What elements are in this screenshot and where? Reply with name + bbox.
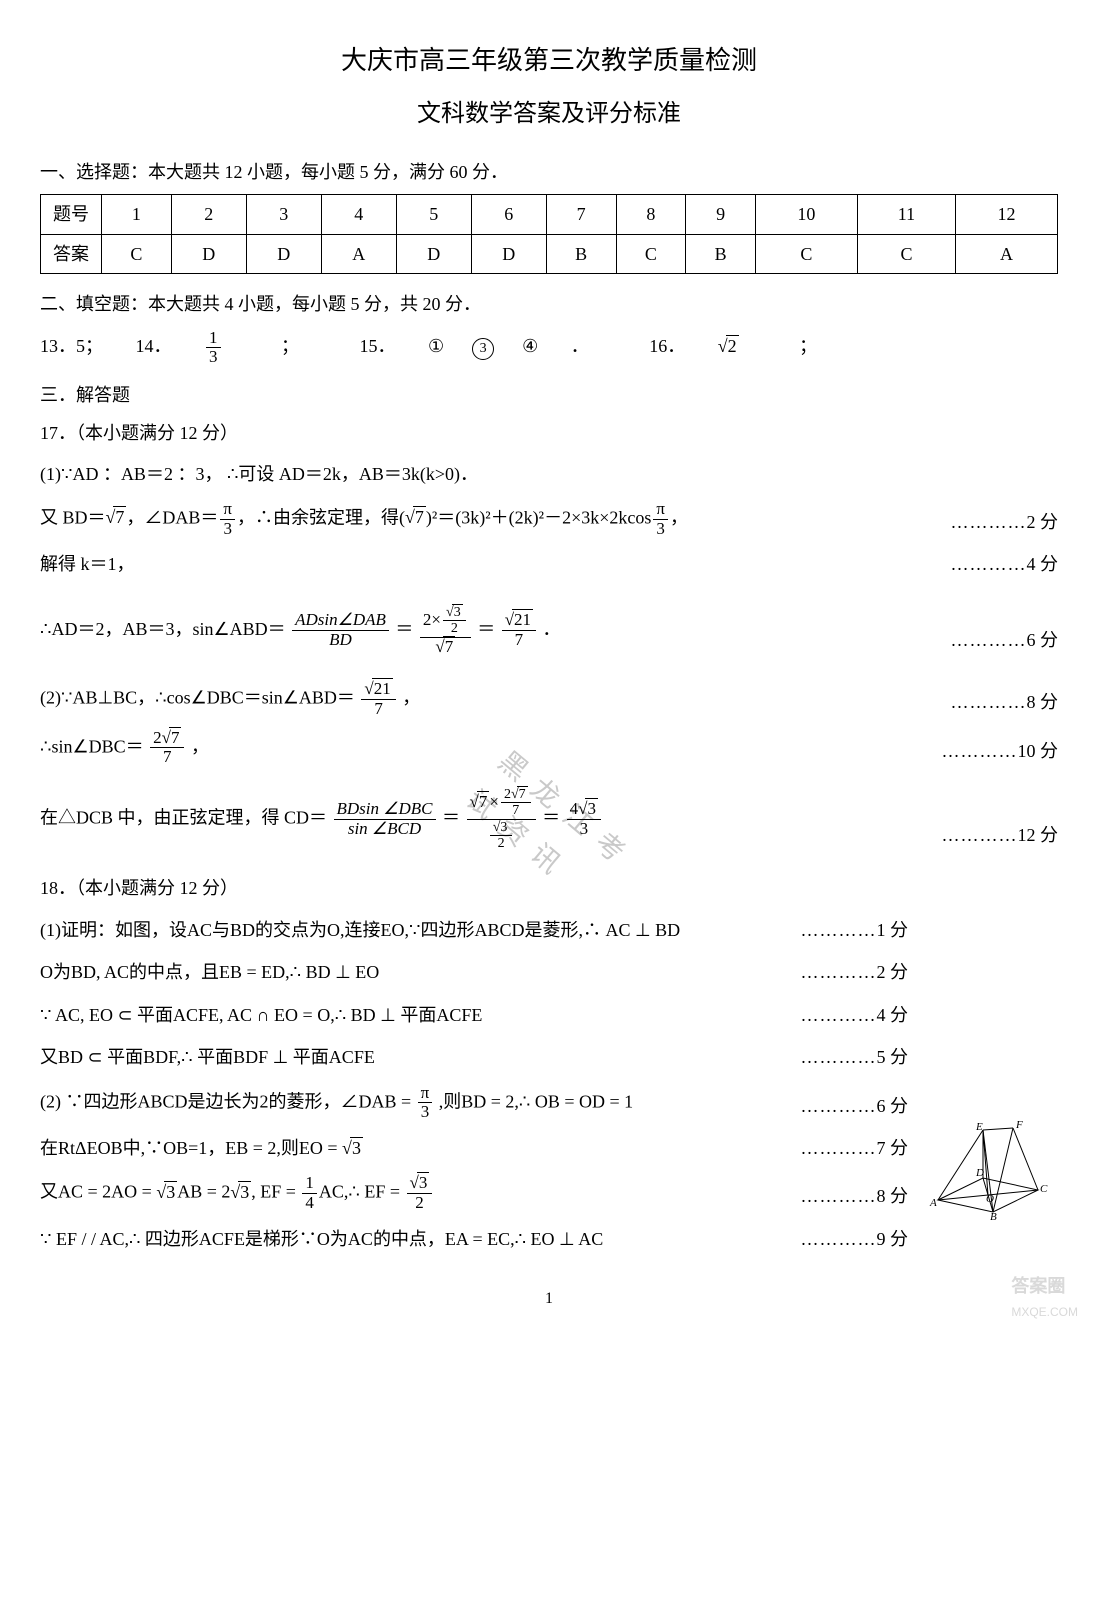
score: 9 分 [801,1223,909,1255]
svg-text:F: F [1015,1120,1023,1131]
col: 12 [956,195,1058,234]
q17-p4: ∴AD＝2，AB＝3，sin∠ABD＝ ADsin∠DABBD ＝ 2×32 7… [40,605,1058,656]
col: 1 [102,195,172,234]
svg-text:A: A [929,1197,937,1209]
col: 5 [396,195,471,234]
q18-p2: O为BD, AC的中点，且EB = ED,∴ BD ⊥ EO 2 分 [40,956,1058,988]
q16: 16． 2 ； [649,336,845,356]
score: 8 分 [801,1180,909,1212]
section-1-heading: 一、选择题：本大题共 12 小题，每小题 5 分，满分 60 分． [40,156,1058,188]
score: 6 分 [951,624,1059,656]
score: 1 分 [801,914,909,946]
q18-p8: ∵ EF / / AC,∴ 四边形ACFE是梯形∵O为AC的中点，EA = EC… [40,1223,1058,1255]
score: 12 分 [942,819,1059,851]
col: 2 [171,195,246,234]
q18-title: 18．（本小题满分 12 分） [40,872,1058,904]
q18-p3: ∵ AC, EO ⊂ 平面ACFE, AC ∩ EO = O,∴ BD ⊥ 平面… [40,999,1058,1031]
q17-p1: (1)∵AD ：AB＝2 ：3， ∴可设 AD＝2k，AB＝3k(k>0)． [40,458,1058,490]
col: 6 [471,195,546,234]
page-number: 1 [40,1285,1058,1314]
section-3-heading: 三．解答题 [40,379,1058,411]
score: 2 分 [951,506,1059,538]
ans: A [321,234,396,273]
ans: D [246,234,321,273]
score: 8 分 [951,686,1059,718]
svg-text:C: C [1040,1183,1048,1195]
q18-p1: (1)证明：如图，设AC与BD的交点为O,连接EO,∵四边形ABCD是菱形,∴ … [40,914,1058,946]
ans: A [956,234,1058,273]
row-label: 答案 [41,234,102,273]
col: 7 [546,195,616,234]
q18-p5: (2) ∵四边形ABCD是边长为2的菱形，∠DAB = π3 ,则BD = 2,… [40,1084,1058,1122]
q15: 15． ①3④ ． [360,336,622,356]
corner-watermark: 答案圈 MXQE.COM [1011,1270,1078,1324]
score: 2 分 [801,956,909,988]
ans: C [857,234,955,273]
section-2-heading: 二、填空题：本大题共 4 小题，每小题 5 分，共 20 分． [40,288,1058,320]
geometry-figure: A B C D E F O [928,1120,1048,1220]
q17-p7: 在△DCB 中，由正弦定理，得 CD＝ BDsin ∠DBCsin ∠BCD ＝… [40,787,1058,852]
score: 5 分 [801,1041,909,1073]
col: 4 [321,195,396,234]
q17-p5: (2)∵AB⊥BC，∴cos∠DBC＝sin∠ABD＝ 217 ， 8 分 [40,680,1058,718]
q17-p6: ∴sin∠DBC＝ 277 ， 10 分 [40,729,1058,767]
q18-p6: 在RtΔEOB中,∵OB=1，EB = 2,则EO = 3 7 分 [40,1132,1058,1164]
col: 8 [616,195,686,234]
col: 10 [756,195,858,234]
q17-p3: 解得 k＝1， 4 分 [40,548,1058,580]
ans: B [686,234,756,273]
ans: C [756,234,858,273]
ans: D [396,234,471,273]
ans: B [546,234,616,273]
fill-blank-row: 13．5； 14． 13 ； 15． ①3④ ． 16． 2 ； [40,329,1058,367]
score: 10 分 [942,735,1059,767]
col: 11 [857,195,955,234]
q17-title: 17．（本小题满分 12 分） [40,417,1058,449]
row-label: 题号 [41,195,102,234]
score: 6 分 [801,1090,909,1122]
svg-text:E: E [975,1121,983,1133]
col: 3 [246,195,321,234]
answers-table: 题号 1 2 3 4 5 6 7 8 9 10 11 12 答案 C D D A… [40,194,1058,274]
ans: D [171,234,246,273]
col: 9 [686,195,756,234]
q13: 13．5； [40,336,103,356]
svg-text:O: O [986,1193,994,1205]
score: 7 分 [801,1132,909,1164]
svg-text:D: D [975,1167,984,1179]
page-title-1: 大庆市高三年级第三次教学质量检测 [40,38,1058,85]
q18-p7: 又AC = 2AO = 3AB = 23, EF = 14AC,∴ EF = 3… [40,1174,1058,1212]
page-title-2: 文科数学答案及评分标准 [40,93,1058,136]
q14: 14． 13 ； [136,336,332,356]
q17-p2: 又 BD＝7，∠DAB＝π3，∴由余弦定理，得(7)²＝(3k)²＋(2k)²－… [40,500,1058,538]
ans: C [616,234,686,273]
q18-p4: 又BD ⊂ 平面BDF,∴ 平面BDF ⊥ 平面ACFE 5 分 [40,1041,1058,1073]
svg-text:B: B [990,1211,997,1220]
ans: C [102,234,172,273]
score: 4 分 [801,999,909,1031]
score: 4 分 [951,548,1059,580]
ans: D [471,234,546,273]
